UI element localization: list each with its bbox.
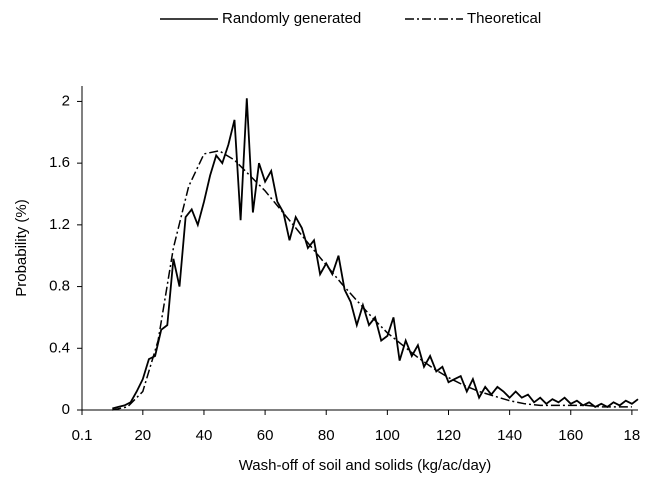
- x-tick-label: 18: [624, 427, 641, 444]
- x-tick-label: 0.1: [72, 427, 93, 444]
- series-line: [112, 150, 632, 411]
- x-tick-label: 40: [196, 427, 213, 444]
- y-tick-label: 1.2: [49, 216, 70, 233]
- x-tick-label: 140: [497, 427, 522, 444]
- x-tick-label: 160: [558, 427, 583, 444]
- y-tick-label: 0.8: [49, 278, 70, 295]
- y-axis-title: Probability (%): [13, 199, 30, 297]
- x-tick-label: 100: [375, 427, 400, 444]
- x-axis-title: Wash-off of soil and solids (kg/ac/day): [239, 457, 492, 474]
- legend-label: Randomly generated: [222, 10, 361, 27]
- series-line: [112, 98, 639, 410]
- x-tick-label: 120: [436, 427, 461, 444]
- x-tick-label: 60: [257, 427, 274, 444]
- legend-label: Theoretical: [467, 10, 541, 27]
- y-tick-label: 0.4: [49, 339, 70, 356]
- x-tick-label: 80: [318, 427, 335, 444]
- x-tick-label: 20: [134, 427, 151, 444]
- y-tick-label: 2: [62, 92, 70, 109]
- y-tick-label: 1.6: [49, 154, 70, 171]
- y-tick-label: 0: [62, 401, 70, 418]
